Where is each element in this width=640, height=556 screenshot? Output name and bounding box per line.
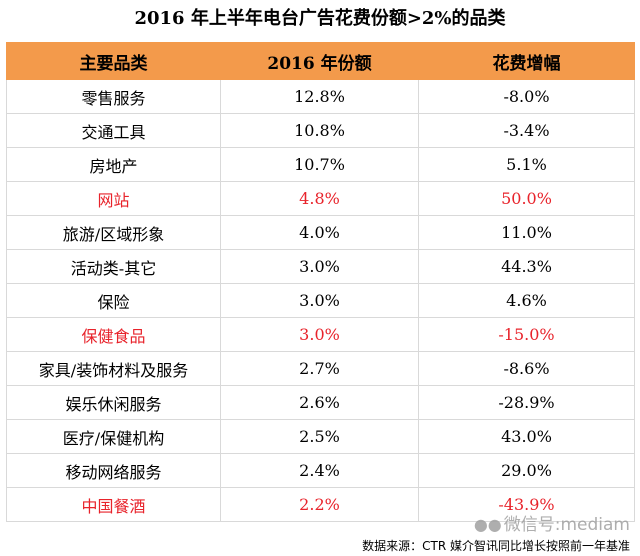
table-row: 移动网络服务 2.4% 29.0% xyxy=(6,453,635,488)
source-note: 数据来源：CTR 媒介智讯同比增长按照前一年基准 xyxy=(362,539,630,553)
cell-category: 中国餐酒 xyxy=(6,487,221,522)
table-row: 中国餐酒 2.2% -43.9% xyxy=(6,487,635,522)
wechat-watermark: ●● 微信号:mediam xyxy=(474,510,630,535)
table-row: 交通工具 10.8% -3.4% xyxy=(6,113,635,148)
cell-growth: -43.9% xyxy=(418,487,635,522)
cell-category: 零售服务 xyxy=(6,79,221,114)
table-row: 网站 4.8% 50.0% xyxy=(6,181,635,216)
watermark-text: 微信号:mediam xyxy=(503,515,630,535)
cell-share: 2.6% xyxy=(220,385,419,420)
table-row: 零售服务 12.8% -8.0% xyxy=(6,79,635,114)
cell-share: 3.0% xyxy=(220,249,419,284)
cell-growth: -8.0% xyxy=(418,79,635,114)
cell-growth: 43.0% xyxy=(418,419,635,454)
table-row: 房地产 10.7% 5.1% xyxy=(6,147,635,182)
cell-growth: -28.9% xyxy=(418,385,635,420)
cell-share: 4.8% xyxy=(220,181,419,216)
table-row: 娱乐休闲服务 2.6% -28.9% xyxy=(6,385,635,420)
cell-category: 旅游/区域形象 xyxy=(6,215,221,250)
table-header-row: 主要品类 2016 年份额 花费增幅 xyxy=(6,42,635,80)
cell-category: 家具/装饰材料及服务 xyxy=(6,351,221,386)
cell-category: 房地产 xyxy=(6,147,221,182)
column-header-growth: 花费增幅 xyxy=(418,42,635,80)
cell-share: 10.8% xyxy=(220,113,419,148)
cell-category: 医疗/保健机构 xyxy=(6,419,221,454)
cell-category: 保险 xyxy=(6,283,221,318)
cell-category: 网站 xyxy=(6,181,221,216)
table-row: 家具/装饰材料及服务 2.7% -8.6% xyxy=(6,351,635,386)
column-header-category: 主要品类 xyxy=(6,42,221,80)
cell-growth: 50.0% xyxy=(418,181,635,216)
cell-growth: 29.0% xyxy=(418,453,635,488)
cell-category: 交通工具 xyxy=(6,113,221,148)
table-row: 保险 3.0% 4.6% xyxy=(6,283,635,318)
column-header-share: 2016 年份额 xyxy=(220,42,419,80)
cell-growth: -15.0% xyxy=(418,317,635,352)
cell-share: 2.4% xyxy=(220,453,419,488)
cell-share: 10.7% xyxy=(220,147,419,182)
category-share-table: 主要品类 2016 年份额 花费增幅 零售服务 12.8% -8.0% 交通工具 10.… xyxy=(6,42,635,522)
cell-share: 2.5% xyxy=(220,419,419,454)
cell-growth: -3.4% xyxy=(418,113,635,148)
cell-growth: 5.1% xyxy=(418,147,635,182)
wechat-icon: ●● xyxy=(473,515,502,534)
cell-share: 3.0% xyxy=(220,317,419,352)
table-row: 活动类-其它 3.0% 44.3% xyxy=(6,249,635,284)
table-row: 保健食品 3.0% -15.0% xyxy=(6,317,635,352)
cell-share: 2.7% xyxy=(220,351,419,386)
cell-category: 娱乐休闲服务 xyxy=(6,385,221,420)
table-row: 旅游/区域形象 4.0% 11.0% xyxy=(6,215,635,250)
cell-growth: -8.6% xyxy=(418,351,635,386)
cell-growth: 11.0% xyxy=(418,215,635,250)
cell-category: 移动网络服务 xyxy=(6,453,221,488)
cell-growth: 44.3% xyxy=(418,249,635,284)
cell-share: 3.0% xyxy=(220,283,419,318)
cell-category: 活动类-其它 xyxy=(6,249,221,284)
cell-category: 保健食品 xyxy=(6,317,221,352)
cell-share: 2.2% xyxy=(220,487,419,522)
table-title: 2016 年上半年电台广告花费份额>2%的品类 xyxy=(134,8,506,29)
cell-growth: 4.6% xyxy=(418,283,635,318)
cell-share: 12.8% xyxy=(220,79,419,114)
cell-share: 4.0% xyxy=(220,215,419,250)
table-row: 医疗/保健机构 2.5% 43.0% xyxy=(6,419,635,454)
